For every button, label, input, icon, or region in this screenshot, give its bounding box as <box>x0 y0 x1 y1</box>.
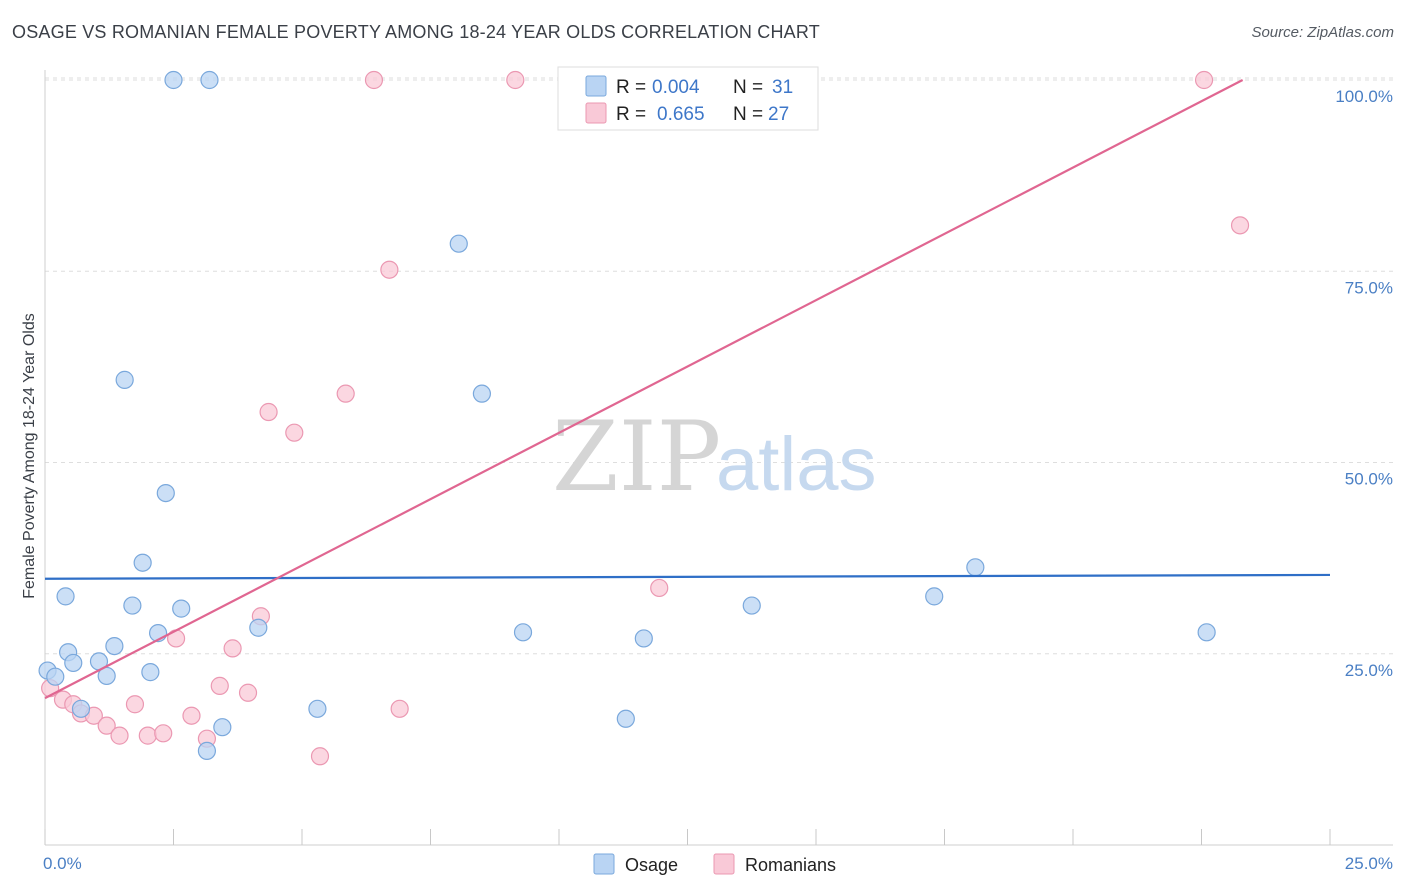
legend-r-value-romanian: 0.665 <box>657 104 705 125</box>
romanian-point-20 <box>336 384 355 403</box>
bottom-legend-swatch-romanian <box>713 853 735 875</box>
bottom-legend: Osage Romanians <box>593 853 836 875</box>
axes <box>44 70 1393 846</box>
romanian-point-23 <box>390 699 409 718</box>
osage-point-29 <box>966 558 985 577</box>
romanian-point-14 <box>223 639 242 658</box>
osage-point-27 <box>742 596 761 615</box>
romanian-point-27 <box>1230 216 1250 235</box>
y-tick-label-2: 75.0% <box>1345 278 1393 297</box>
legend: R = 0.004 N = 31 R = 0.665 N = 27 <box>557 66 819 131</box>
bottom-legend-romanians: Romanians <box>745 855 836 875</box>
legend-swatch-romanian <box>585 102 607 124</box>
osage-point-25 <box>616 709 635 728</box>
romanian-point-25 <box>650 578 669 598</box>
legend-r-label-romanian: R = <box>616 104 646 125</box>
osage-point-16 <box>172 599 191 618</box>
romanian-trend-line <box>44 79 1244 700</box>
osage-point-4 <box>64 653 83 673</box>
watermark: ZIP atlas <box>552 401 877 513</box>
x-tick-label-0: 0.0% <box>43 854 82 873</box>
romanian-point-18 <box>285 423 304 442</box>
osage-point-11 <box>133 553 152 572</box>
y-tick-labels: 25.0% 50.0% 75.0% 100.0% <box>1335 87 1393 680</box>
legend-n-value-romanian: 27 <box>768 104 789 125</box>
osage-point-15 <box>164 70 183 90</box>
osage-point-20 <box>249 618 268 637</box>
osage-point-14 <box>156 484 175 503</box>
romanian-point-21 <box>364 70 384 90</box>
x-tick-labels: 0.0% 25.0% <box>43 854 1393 873</box>
x-tick-label-1: 25.0% <box>1345 854 1393 873</box>
bottom-legend-osage: Osage <box>625 855 678 875</box>
osage-point-8 <box>105 636 124 656</box>
osage-point-10 <box>123 596 142 615</box>
y-tick-label-0: 25.0% <box>1345 661 1393 680</box>
osage-point-2 <box>56 587 75 606</box>
osage-point-23 <box>472 384 491 403</box>
watermark-atlas: atlas <box>716 422 877 507</box>
osage-point-1 <box>46 667 65 686</box>
osage-point-19 <box>213 718 232 737</box>
y-tick-label-3: 100.0% <box>1335 87 1393 106</box>
romanian-point-13 <box>210 676 229 695</box>
osage-point-21 <box>308 699 327 718</box>
trend-lines <box>44 79 1331 700</box>
gridlines <box>45 77 1393 655</box>
osage-point-17 <box>197 741 217 761</box>
y-tick-label-1: 50.0% <box>1345 470 1393 489</box>
chart-title: OSAGE VS ROMANIAN FEMALE POVERTY AMONG 1… <box>12 22 820 42</box>
source-label: Source: ZipAtlas.com <box>1251 24 1394 41</box>
bottom-legend-swatch-osage <box>593 853 615 875</box>
romanian-point-26 <box>1194 70 1214 90</box>
osage-trend-line <box>44 573 1331 580</box>
legend-r-label-osage: R = <box>616 77 646 98</box>
osage-point-26 <box>634 629 653 648</box>
osage-point-5 <box>71 699 91 718</box>
osage-point-28 <box>925 587 944 606</box>
romanian-point-22 <box>380 260 399 279</box>
legend-n-value-osage: 31 <box>772 77 793 98</box>
romanian-point-11 <box>182 706 201 725</box>
romanian-point-19 <box>310 747 330 766</box>
romanian-point-5 <box>97 716 116 735</box>
y-axis-label: Female Poverty Among 18-24 Year Olds <box>21 313 38 599</box>
romanian-point-7 <box>125 695 145 714</box>
romanian-point-24 <box>506 70 525 90</box>
legend-n-label-romanian: N = <box>733 104 763 125</box>
legend-r-value-osage: 0.004 <box>652 77 700 98</box>
osage-point-18 <box>200 70 219 90</box>
legend-n-label-osage: N = <box>733 77 763 98</box>
osage-points <box>38 70 1216 761</box>
watermark-zip: ZIP <box>552 401 721 513</box>
romanian-point-8 <box>138 726 157 745</box>
osage-point-22 <box>449 234 468 253</box>
legend-swatch-osage <box>585 75 607 97</box>
romanian-point-6 <box>110 726 129 745</box>
osage-point-30 <box>1197 623 1216 642</box>
romanian-point-9 <box>154 724 173 743</box>
osage-point-24 <box>513 623 533 642</box>
romanian-point-15 <box>238 683 258 702</box>
osage-point-12 <box>141 663 160 682</box>
osage-point-9 <box>115 370 134 389</box>
romanian-point-17 <box>259 402 278 422</box>
